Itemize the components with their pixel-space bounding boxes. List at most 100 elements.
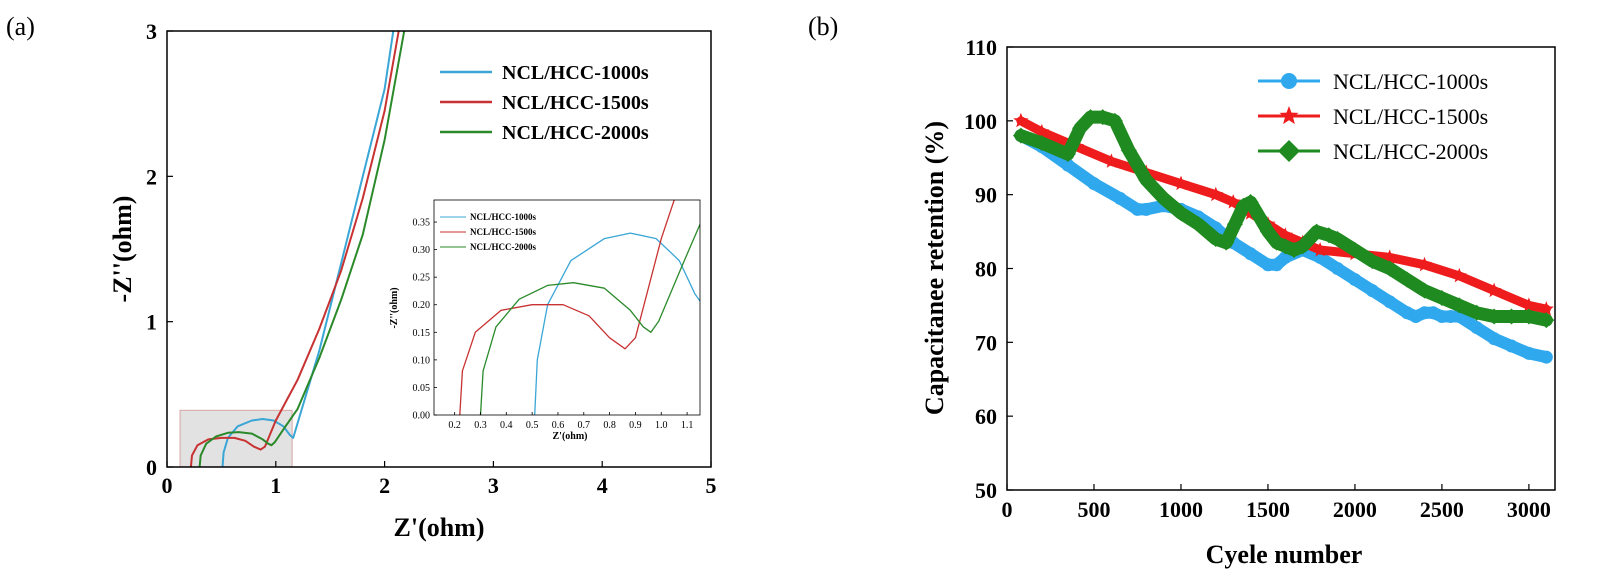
inset-series-group	[459, 200, 700, 415]
inset-legend-label-1000s: NCL/HCC-1000s	[470, 212, 536, 222]
panel-a-legend: NCL/HCC-1000s NCL/HCC-1500s NCL/HCC-2000…	[440, 62, 649, 144]
panel-b-ticks: 0 500 1000 1500 2000 2500 3000 50 60 70 80 90 100 110	[964, 35, 1551, 522]
data-point-1000s	[1383, 295, 1397, 309]
data-point-1500s	[1486, 282, 1502, 298]
data-point-2000s	[1190, 216, 1207, 233]
data-point-2000s	[1486, 308, 1503, 325]
data-point-1500s	[1451, 267, 1467, 283]
x-tick-label: 5	[706, 473, 717, 498]
data-point-1000s	[1487, 332, 1501, 346]
inset-y-tick-label: 0.10	[413, 355, 431, 366]
inset-x-tick-label: 0.7	[578, 420, 591, 431]
x-tick-label: 4	[597, 473, 608, 498]
panel-a-series	[189, 30, 406, 468]
data-point-1000s	[1331, 262, 1345, 275]
data-point-1000s	[1113, 191, 1127, 205]
inset-x-tick-label: 0.6	[552, 420, 565, 431]
y-tick-label: 1	[146, 310, 157, 335]
legend-b-marker-circle	[1281, 73, 1297, 89]
data-point-1000s	[1522, 346, 1536, 360]
series-line-1500s	[189, 30, 400, 468]
inset-legend-label-1500s: NCL/HCC-1500s	[470, 227, 536, 237]
x-tick-label: 2500	[1420, 497, 1464, 522]
data-point-1500s	[1173, 175, 1189, 191]
y-tick-label: 110	[965, 35, 997, 60]
data-point-1000s	[1348, 273, 1362, 287]
y-tick-label: 0	[146, 455, 157, 480]
y-tick-label: 100	[964, 109, 997, 134]
data-point-2000s	[1329, 230, 1346, 247]
y-tick-label: 3	[146, 19, 157, 44]
x-tick-label: 500	[1077, 497, 1110, 522]
x-tick-label: 0	[162, 473, 173, 498]
data-point-2000s	[1106, 112, 1123, 129]
data-point-2000s	[1094, 109, 1111, 126]
inset-x-tick-label: 0.9	[629, 420, 642, 431]
inset-plot-frame	[433, 199, 701, 416]
inset-y-tick-label: 0.25	[413, 273, 431, 284]
panel-a-xlabel: Z'(ohm)	[394, 513, 485, 542]
data-point-2000s	[1468, 304, 1485, 321]
data-point-1000s	[1244, 247, 1258, 261]
panel-b-xlabel: Cyele number	[1206, 540, 1363, 569]
data-point-2000s	[1503, 308, 1520, 325]
inset-series	[459, 200, 700, 415]
x-tick-label: 1	[270, 473, 281, 498]
data-point-2000s	[1364, 253, 1381, 270]
inset-ticks: 0.2 0.3 0.4 0.5 0.6 0.7 0.8 0.9 1.0 1.1 0.00 0.05 0.…	[413, 218, 694, 431]
legend-b-label-1500s: NCL/HCC-1500s	[1333, 104, 1488, 129]
data-point-2000s	[1082, 109, 1099, 126]
inset-chart: 0.2 0.3 0.4 0.5 0.6 0.7 0.8 0.9 1.0 1.1 0.00 0.05 0.…	[389, 199, 701, 442]
data-point-1500s	[1225, 194, 1241, 209]
data-point-2000s	[1433, 290, 1450, 307]
legend-a-label-1500s: NCL/HCC-1500s	[502, 92, 649, 114]
data-point-1500s	[1312, 242, 1328, 257]
data-point-1000s	[1270, 258, 1284, 272]
y-tick-label: 60	[975, 404, 997, 429]
legend-a-label-2000s: NCL/HCC-2000s	[502, 122, 649, 144]
legend-b-label-2000s: NCL/HCC-2000s	[1333, 139, 1488, 164]
data-point-2000s	[1120, 142, 1137, 159]
data-point-2000s	[1346, 242, 1363, 259]
panel-b-ylabel: Capacitanee retention (%)	[920, 121, 949, 415]
inset-x-tick-label: 0.2	[448, 420, 461, 431]
data-point-2000s	[1218, 234, 1235, 251]
panel-b-legend: NCL/HCC-1000s NCL/HCC-1500s NCL/HCC-2000…	[1258, 69, 1488, 164]
data-point-2000s	[1451, 297, 1468, 314]
inset-ylabel: -Z''(ohm)	[389, 287, 400, 328]
data-point-2000s	[1242, 194, 1259, 211]
legend-a-label-1000s: NCL/HCC-1000s	[502, 62, 649, 84]
x-tick-label: 3	[488, 473, 499, 498]
data-point-2000s	[1172, 205, 1189, 222]
x-tick-label: 1500	[1246, 497, 1290, 522]
y-tick-label: 90	[975, 183, 997, 208]
y-tick-label: 70	[975, 330, 997, 355]
x-tick-label: 1000	[1159, 497, 1203, 522]
data-point-2000s	[1259, 223, 1276, 240]
data-point-2000s	[1294, 238, 1311, 255]
data-point-1000s	[1470, 321, 1484, 335]
data-point-2000s	[1538, 312, 1555, 329]
inset-x-tick-label: 1.0	[655, 420, 668, 431]
inset-y-tick-label: 0.20	[413, 300, 431, 311]
data-point-1000s	[1139, 202, 1153, 216]
data-point-1500s	[1277, 227, 1293, 242]
data-point-2000s	[1226, 216, 1243, 233]
inset-line-1500s	[459, 200, 675, 415]
data-point-1000s	[1061, 158, 1075, 172]
data-point-2000s	[1012, 127, 1029, 144]
panel-a: (a) 0 1 2 3 4 5 0 1 2 3 Z'(ohm) -Z''(ohm) NCL/HCC…	[6, 12, 717, 542]
data-point-1000s	[1505, 339, 1519, 353]
inset-x-tick-label: 0.8	[603, 420, 616, 431]
series-line-2000s	[198, 30, 406, 468]
inset-y-tick-label: 0.30	[413, 245, 431, 256]
data-point-2000s	[1155, 190, 1172, 207]
inset-line-2000s	[479, 222, 700, 415]
data-point-2000s	[1072, 120, 1089, 137]
data-point-1000s	[1365, 284, 1379, 298]
data-point-2000s	[1520, 308, 1537, 325]
data-point-1500s	[1208, 186, 1224, 202]
inset-background	[434, 200, 700, 415]
inset-x-tick-label: 0.4	[500, 420, 513, 431]
